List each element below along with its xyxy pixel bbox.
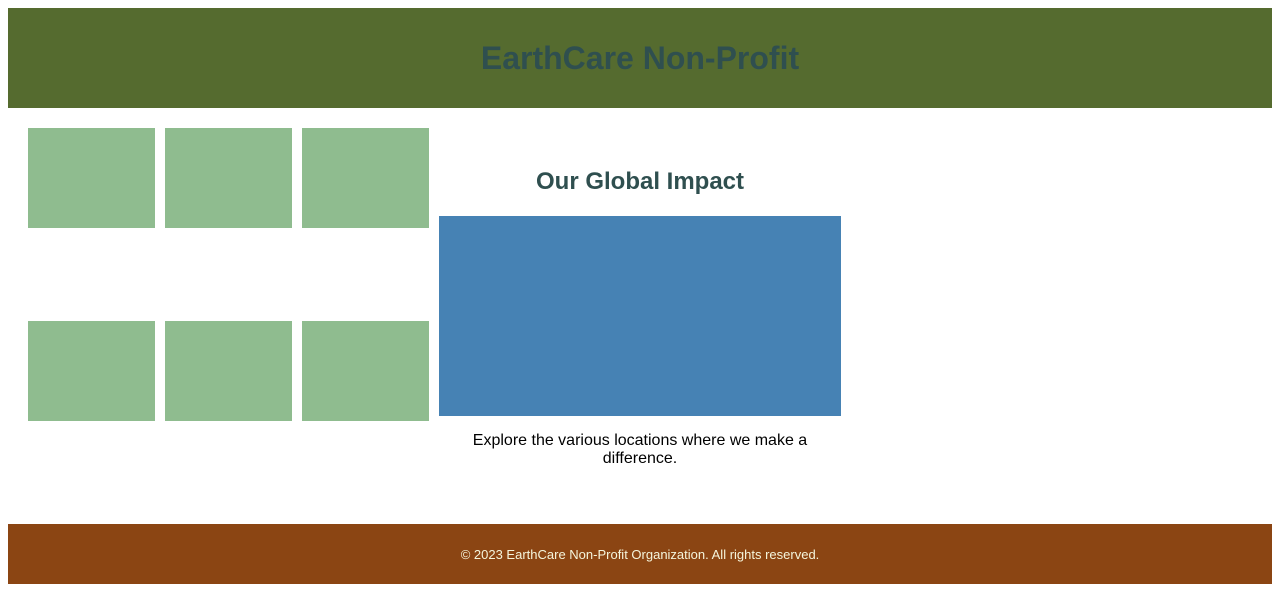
gallery-image [165,128,292,228]
site-footer: © 2023 EarthCare Non-Profit Organization… [8,524,1272,584]
gallery-image [28,321,155,421]
impact-heading: Our Global Impact [535,168,745,195]
gallery-image [302,321,429,421]
impact-map[interactable] [439,216,841,416]
impact-caption: Explore the various locations where we m… [472,432,808,467]
footer-copyright: © 2023 EarthCare Non-Profit Organization… [460,546,820,562]
gallery-image [28,128,155,228]
image-gallery [28,128,429,421]
gallery-image [302,128,429,228]
site-title: EarthCare Non-Profit [480,40,800,76]
site-header: EarthCare Non-Profit [8,8,1272,108]
gallery-image [165,321,292,421]
